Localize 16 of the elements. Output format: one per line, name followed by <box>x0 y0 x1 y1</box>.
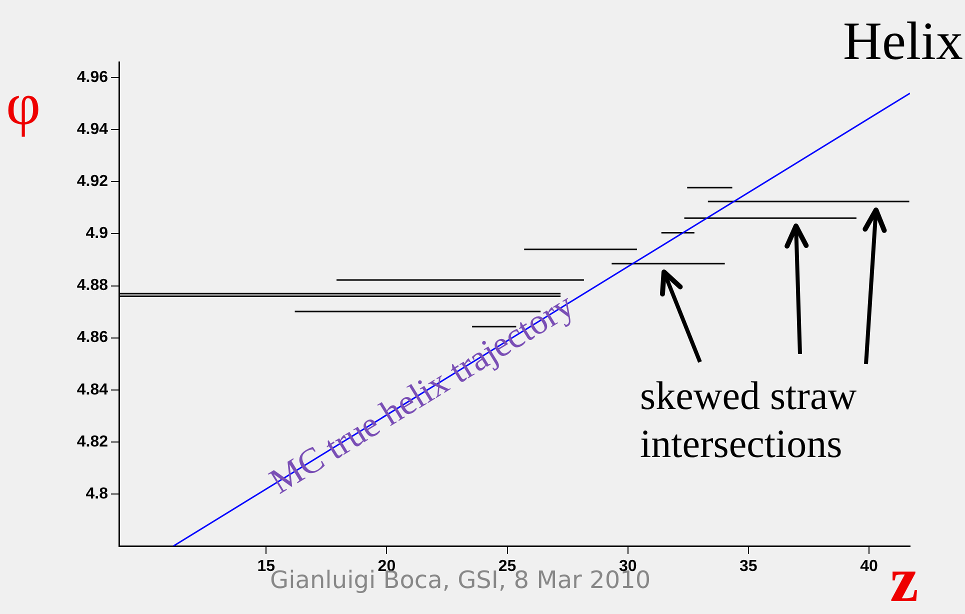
y-tick-label: 4.94 <box>76 121 108 138</box>
y-tick-label: 4.96 <box>76 69 108 86</box>
x-axis-title: z <box>890 544 918 614</box>
y-tick-label: 4.92 <box>76 173 108 190</box>
y-tick-label: 4.8 <box>86 485 108 502</box>
x-tick-label: 25 <box>498 558 516 576</box>
y-tick-label: 4.88 <box>76 277 108 294</box>
annotation: skewed straw intersections <box>640 372 858 468</box>
y-axis-title: φ <box>6 70 41 139</box>
y-tick-label: 4.84 <box>76 381 108 398</box>
y-tick-label: 4.86 <box>76 329 108 346</box>
y-tick-label: 4.82 <box>76 433 108 450</box>
x-tick-label: 40 <box>860 558 878 576</box>
y-tick-label: 4.9 <box>86 225 108 242</box>
chart-title: Helix <box>843 10 963 72</box>
x-tick-label: 35 <box>740 558 758 576</box>
